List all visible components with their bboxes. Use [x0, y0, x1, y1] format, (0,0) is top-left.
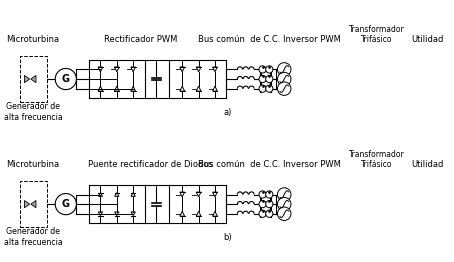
Text: b): b): [223, 233, 232, 242]
Text: Microturbina: Microturbina: [6, 35, 59, 44]
Text: Generador de
alta frecuencia: Generador de alta frecuencia: [4, 102, 63, 122]
Text: Utilidad: Utilidad: [411, 161, 444, 170]
Polygon shape: [31, 200, 36, 208]
Circle shape: [266, 210, 273, 217]
Circle shape: [277, 82, 291, 95]
Circle shape: [259, 200, 266, 208]
Circle shape: [266, 85, 273, 92]
Circle shape: [266, 66, 273, 73]
Circle shape: [55, 194, 76, 215]
Circle shape: [259, 210, 266, 217]
Circle shape: [277, 72, 291, 86]
Text: Inversor PWM: Inversor PWM: [283, 161, 341, 170]
Text: Rectificador PWM: Rectificador PWM: [104, 35, 178, 44]
Circle shape: [266, 75, 273, 83]
Circle shape: [259, 66, 266, 73]
Text: Inversor PWM: Inversor PWM: [283, 35, 341, 44]
Circle shape: [277, 207, 291, 221]
Circle shape: [277, 188, 291, 201]
Circle shape: [55, 68, 76, 90]
Text: Transformador
Trifásico: Transformador Trifásico: [349, 25, 405, 44]
Text: Utilidad: Utilidad: [411, 35, 444, 44]
Text: G: G: [62, 74, 70, 84]
Polygon shape: [31, 75, 36, 83]
Text: Transformador
Trifásico: Transformador Trifásico: [349, 150, 405, 170]
Circle shape: [266, 191, 273, 198]
Circle shape: [259, 85, 266, 92]
Text: Generador de
alta frecuencia: Generador de alta frecuencia: [4, 227, 63, 247]
Circle shape: [277, 63, 291, 76]
Circle shape: [259, 75, 266, 83]
Text: G: G: [62, 199, 70, 209]
Text: a): a): [223, 108, 232, 117]
Polygon shape: [25, 75, 30, 83]
Circle shape: [266, 200, 273, 208]
Text: Bus común  de C.C.: Bus común de C.C.: [198, 161, 280, 170]
Text: Bus común  de C.C.: Bus común de C.C.: [198, 35, 280, 44]
Circle shape: [277, 197, 291, 211]
Circle shape: [259, 191, 266, 198]
Text: Microturbina: Microturbina: [6, 161, 59, 170]
Polygon shape: [25, 200, 30, 208]
Text: Puente rectificador de Diodos: Puente rectificador de Diodos: [88, 161, 213, 170]
